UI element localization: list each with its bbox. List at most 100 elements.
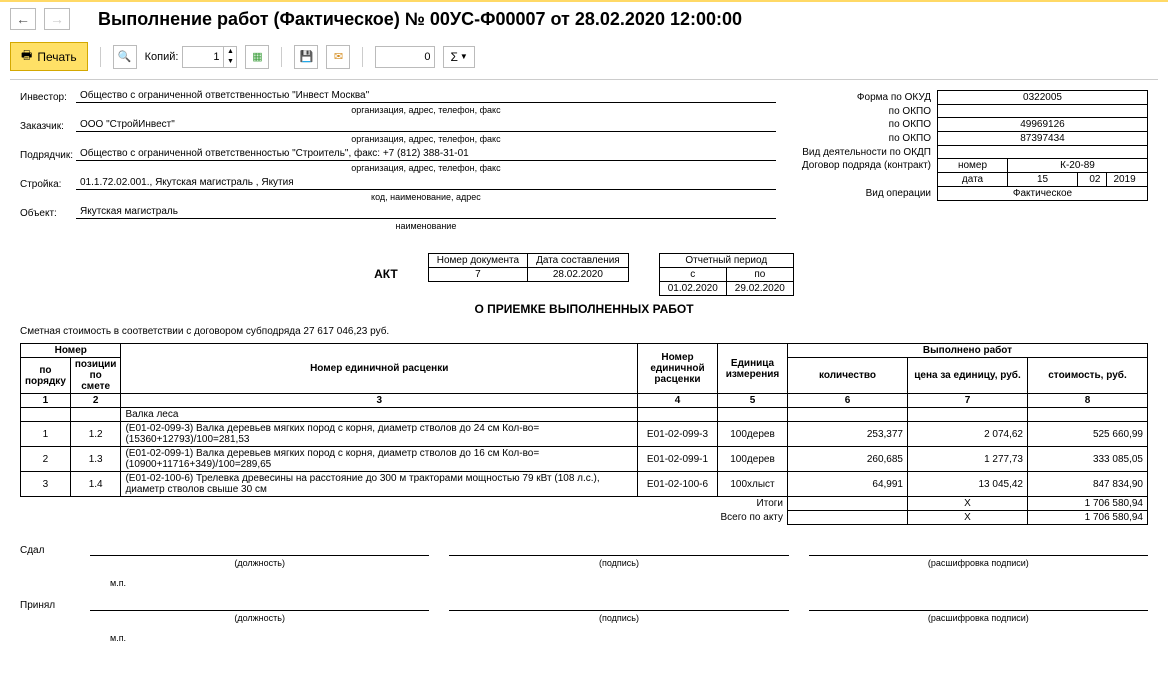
contract-month: 02 [1083,173,1107,186]
contractor-label: Подрядчик: [20,150,76,161]
investor-label: Инвестор: [20,92,76,103]
copies-spinner[interactable]: ▲ ▼ [182,46,237,68]
sigma-label: Σ [450,50,457,64]
th-order: по порядку [21,358,71,394]
sdal-decode-line [809,543,1148,556]
col1: 1 [21,394,71,408]
period-from-header: с [659,268,726,282]
prinyal-sign-line [449,598,788,611]
copies-up-button[interactable]: ▲ [224,47,236,57]
okpo2-label: по ОКПО [796,118,938,132]
th-done: Выполнено работ [788,344,1148,358]
number-input[interactable] [375,46,435,68]
customer-value: ООО "СтройИнвест" [76,119,776,132]
printer-icon: 🖶 [21,46,32,67]
contract-date-label: дата [938,173,1008,187]
print-label: Печать [37,50,76,64]
col6: 6 [788,394,908,408]
grand-cost: 1 706 580,94 [1028,511,1148,525]
sdal-job-hint: (должность) [90,558,429,568]
object-value: Якутская магистраль [76,206,776,219]
period-to: 29.02.2020 [726,282,793,296]
prinyal-sign-hint: (подпись) [449,613,788,623]
row-num: 1 [21,422,71,447]
sheet-icon: ▦ [252,50,262,63]
contractor-value: Общество с ограниченной ответственностью… [76,148,776,161]
site-value: 01.1.72.02.001., Якутская магистраль , Я… [76,177,776,190]
totals-x: X [908,497,1028,511]
contract-day: 15 [1008,173,1078,187]
period-header: Отчетный период [659,254,793,268]
col7: 7 [908,394,1028,408]
copies-down-button[interactable]: ▼ [224,57,236,67]
col5: 5 [718,394,788,408]
preview-button[interactable]: 🔍 [113,45,137,69]
sdal-label: Сдал [20,545,70,556]
sigma-button[interactable]: Σ ▼ [443,46,474,68]
act-subtitle: О ПРИЕМКЕ ВЫПОЛНЕННЫХ РАБОТ [20,302,1148,316]
contract-year: 2019 [1107,173,1141,186]
grand-label: Всего по акту [21,511,788,525]
col8: 8 [1028,394,1148,408]
nav-back-button[interactable]: ← [10,8,36,30]
prinyal-label: Принял [20,600,70,611]
row-cost: 847 834,90 [1028,472,1148,497]
docnum-value: 7 [428,268,527,282]
divider [100,47,101,67]
copies-input[interactable] [183,47,223,67]
row-price: 2 074,62 [908,422,1028,447]
email-button[interactable]: ✉ [326,45,350,69]
op-label: Вид операции [796,187,938,201]
th-price: цена за единицу, руб. [908,358,1028,394]
okpo3-value: 87397434 [938,132,1148,146]
row-unit: 100хлыст [718,472,788,497]
row-pos: 1.2 [70,422,121,447]
table-row: 31.4(Е01-02-100-6) Трелевка древесины на… [21,472,1148,497]
sdal-job-line [90,543,429,556]
row-num: 3 [21,472,71,497]
th-num: Номер [21,344,121,358]
print-button[interactable]: 🖶 Печать [10,42,88,71]
customer-hint: организация, адрес, телефон, факс [76,134,776,144]
totals-label: Итоги [21,497,788,511]
col2: 2 [70,394,121,408]
object-label: Объект: [20,208,76,219]
row-num: 2 [21,447,71,472]
floppy-icon: 💾 [300,50,314,63]
contract-label: Договор подряда (контракт) [796,159,938,187]
prinyal-mp: м.п. [110,633,1148,643]
period-table: Отчетный период спо 01.02.202029.02.2020 [659,253,794,296]
sdal-decode-hint: (расшифровка подписи) [809,558,1148,568]
save-button[interactable]: 💾 [294,45,318,69]
divider [281,47,282,67]
op-value: Фактическое [938,187,1148,201]
sheet-button[interactable]: ▦ [245,45,269,69]
docnum-table: Номер документаДата составления 728.02.2… [428,253,629,282]
sdal-sign-hint: (подпись) [449,558,788,568]
row-cost: 333 085,05 [1028,447,1148,472]
site-hint: код, наименование, адрес [76,192,776,202]
chevron-down-icon: ▼ [460,52,468,61]
okpo3-label: по ОКПО [796,132,938,146]
main-table: Номер Номер единичной расценки Номер еди… [20,343,1148,525]
codes-table: Форма по ОКУД0322005 по ОКПО по ОКПО4996… [796,90,1148,201]
row-qty: 260,685 [788,447,908,472]
th-rate-num: Номер единичной расценки [638,344,718,394]
contract-num: К-20-89 [1008,159,1148,173]
nav-forward-button[interactable]: → [44,8,70,30]
row-code: Е01-02-099-1 [638,447,718,472]
grand-x: X [908,511,1028,525]
period-to-header: по [726,268,793,282]
prinyal-job-line [90,598,429,611]
table-row: 11.2(Е01-02-099-3) Валка деревьев мягких… [21,422,1148,447]
okdp-label: Вид деятельности по ОКДП [796,146,938,159]
col3: 3 [121,394,638,408]
prinyal-decode-line [809,598,1148,611]
row-cost: 525 660,99 [1028,422,1148,447]
investor-value: Общество с ограниченной ответственностью… [76,90,776,103]
prinyal-decode-hint: (расшифровка подписи) [809,613,1148,623]
row-qty: 64,991 [788,472,908,497]
act-title: АКТ [374,267,398,281]
row-desc: (Е01-02-100-6) Трелевка древесины на рас… [121,472,638,497]
okpo1-label: по ОКПО [796,105,938,118]
